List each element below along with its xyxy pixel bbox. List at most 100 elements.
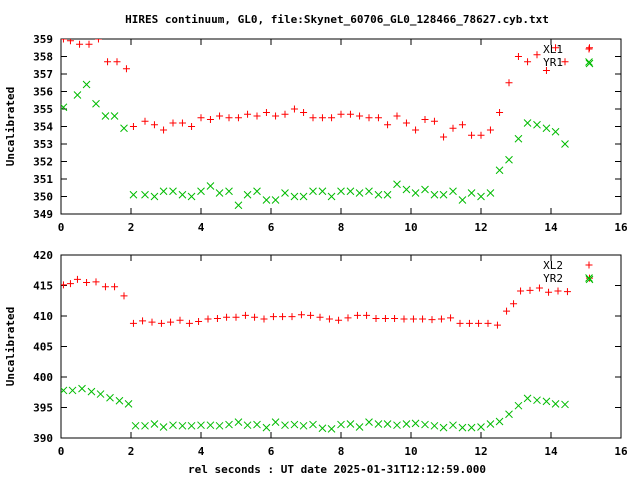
data-point-yr2: [514, 401, 523, 410]
data-point-yr1: [337, 187, 345, 196]
legend-label: YR2: [543, 272, 563, 285]
data-point-yr1: [243, 190, 252, 199]
x-tick-label: 0: [58, 221, 65, 234]
data-point-xl2: [129, 319, 137, 327]
data-point-xl1: [272, 112, 280, 120]
data-point-xl2: [111, 283, 119, 291]
data-point-xl2: [73, 275, 81, 283]
data-point-yr2: [262, 423, 271, 432]
data-point-xl1: [206, 116, 214, 123]
plot-frame: [60, 38, 622, 215]
data-point-xl1: [197, 114, 205, 122]
data-point-xl1: [365, 114, 373, 122]
x-tick-label: 4: [198, 445, 205, 458]
data-point-xl1: [449, 124, 457, 132]
data-point-xl1: [160, 126, 168, 134]
data-point-xl2: [288, 313, 296, 321]
data-point-xl1: [300, 109, 308, 116]
data-point-xl1: [552, 44, 560, 52]
legend-marker: [585, 261, 593, 269]
data-point-xl1: [262, 109, 270, 116]
data-point-yr1: [318, 187, 327, 196]
data-point-xl2: [563, 288, 571, 296]
y-tick-label: 400: [33, 371, 53, 384]
data-point-xl1: [281, 110, 289, 118]
data-point-yr1: [309, 187, 317, 196]
data-point-yr1: [495, 166, 504, 175]
data-point-xl1: [290, 105, 298, 113]
data-point-yr2: [271, 418, 280, 426]
data-point-xl2: [316, 313, 324, 321]
data-point-yr2: [178, 421, 187, 430]
data-point-yr1: [262, 196, 271, 204]
data-point-xl2: [335, 316, 343, 324]
data-point-xl2: [269, 313, 277, 321]
data-point-xl1: [486, 126, 494, 134]
x-tick-label: 10: [404, 221, 417, 234]
data-point-xl1: [169, 119, 177, 127]
data-point-yr2: [337, 420, 345, 429]
data-point-yr1: [253, 187, 261, 196]
data-point-xl2: [185, 319, 193, 327]
data-point-yr2: [150, 420, 159, 428]
data-point-yr1: [120, 124, 128, 133]
data-point-xl2: [484, 319, 492, 327]
data-point-yr2: [169, 421, 177, 430]
data-point-yr1: [585, 59, 594, 68]
data-point-xl2: [223, 313, 231, 321]
x-tick-label: 16: [614, 445, 628, 458]
x-tick-label: 8: [338, 445, 345, 458]
data-point-xl1: [393, 112, 401, 120]
data-point-xl1: [514, 53, 522, 60]
legend-label: YR1: [543, 56, 563, 69]
data-point-xl2: [503, 307, 511, 315]
data-point-yr1: [421, 185, 429, 194]
data-point-yr1: [206, 182, 215, 190]
data-point-yr1: [346, 187, 355, 196]
x-tick-label: 8: [338, 221, 345, 234]
data-point-yr2: [124, 399, 133, 408]
data-point-xl2: [213, 314, 221, 322]
data-point-yr2: [542, 397, 551, 406]
data-point-yr2: [206, 421, 215, 430]
data-point-yr2: [253, 420, 261, 429]
data-point-xl2: [176, 316, 184, 324]
data-point-yr1: [281, 189, 289, 197]
x-tick-label: 16: [614, 221, 628, 234]
x-tick-label: 0: [58, 445, 65, 458]
data-point-xl1: [356, 112, 364, 120]
x-tick-label: 2: [128, 445, 135, 458]
data-point-yr2: [243, 421, 252, 430]
data-point-yr1: [215, 189, 224, 197]
data-point-xl2: [493, 321, 501, 329]
y-tick-label: 415: [33, 280, 53, 293]
data-point-yr2: [551, 399, 560, 408]
data-point-xl2: [92, 278, 100, 286]
data-point-yr1: [514, 134, 523, 143]
data-point-xl2: [353, 311, 361, 319]
data-point-xl2: [148, 318, 156, 326]
data-point-yr2: [106, 393, 114, 402]
data-point-yr1: [430, 190, 439, 199]
data-point-xl2: [297, 311, 305, 319]
x-tick-label: 4: [198, 221, 205, 234]
data-point-xl2: [437, 315, 445, 323]
data-point-xl2: [66, 280, 74, 288]
data-point-yr2: [346, 420, 355, 428]
data-point-xl1: [505, 79, 513, 87]
data-point-xl1: [412, 126, 420, 134]
data-point-xl1: [104, 58, 112, 66]
data-point-xl2: [456, 319, 464, 327]
data-point-xl1: [122, 65, 130, 73]
data-point-yr2: [495, 417, 504, 426]
x-tick-label: 6: [268, 221, 275, 234]
data-point-yr2: [141, 421, 149, 430]
data-point-xl2: [61, 281, 67, 289]
data-point-xl2: [545, 288, 553, 296]
data-point-yr2: [87, 387, 96, 396]
x-tick-label: 12: [474, 221, 487, 234]
data-point-yr2: [215, 421, 224, 430]
data-point-xl1: [477, 131, 485, 139]
legend-label: XL1: [543, 43, 563, 56]
